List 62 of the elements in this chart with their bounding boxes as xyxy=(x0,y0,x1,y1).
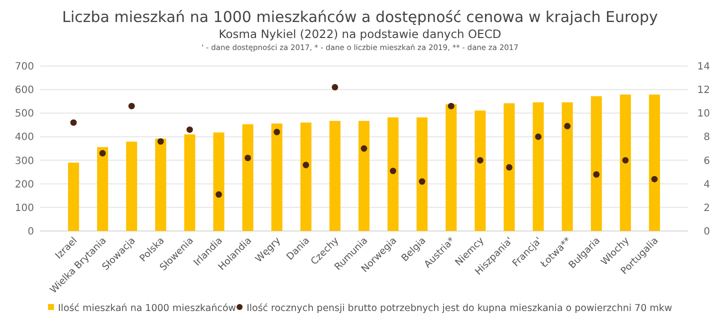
y-tick-label: 700 xyxy=(14,62,34,72)
y2-tick-label: 12 xyxy=(697,85,710,96)
point xyxy=(157,138,164,145)
point xyxy=(186,126,193,133)
point xyxy=(651,176,658,182)
bar xyxy=(388,117,399,231)
point xyxy=(593,171,600,178)
point xyxy=(332,84,338,90)
bar xyxy=(562,102,573,231)
bar xyxy=(126,142,138,231)
y2-tick-label: 14 xyxy=(697,62,710,72)
bar xyxy=(504,103,515,231)
y-tick-label: 300 xyxy=(14,156,34,167)
point xyxy=(70,119,77,126)
point xyxy=(535,134,542,140)
y-tick-label: 600 xyxy=(14,85,34,96)
bar xyxy=(213,132,224,231)
bar xyxy=(648,94,660,231)
bar xyxy=(242,124,254,231)
chart-subtitle: Kosma Nykiel (2022) na podstawie danych OECD xyxy=(218,27,502,41)
point xyxy=(216,191,222,198)
point xyxy=(506,164,512,171)
bar xyxy=(590,96,602,231)
point xyxy=(418,178,426,185)
point xyxy=(274,128,280,136)
y2-tick-label: 0 xyxy=(704,226,710,238)
point xyxy=(244,154,252,162)
point xyxy=(622,157,629,164)
bar xyxy=(97,147,108,231)
point xyxy=(448,102,454,110)
point xyxy=(128,102,135,110)
bar xyxy=(474,110,486,231)
bar xyxy=(416,117,428,231)
bar xyxy=(532,102,544,231)
bar xyxy=(446,104,457,231)
bar xyxy=(155,138,166,231)
bar xyxy=(300,122,312,231)
point xyxy=(564,122,571,130)
point xyxy=(302,162,310,168)
bar xyxy=(184,134,196,231)
y2-tick-label: 6 xyxy=(704,156,710,167)
chart-title: Liczba mieszkań na 1000 mieszkańców a dostępność cenowa w krajach Europy xyxy=(62,8,658,26)
point xyxy=(360,145,368,152)
point xyxy=(476,157,484,164)
y-tick-label: 100 xyxy=(14,202,34,214)
legend-label: Ilość mieszkań na 1000 mieszkańców xyxy=(58,303,236,314)
point xyxy=(99,150,106,156)
y2-tick-label: 10 xyxy=(697,108,710,120)
y2-tick-label: 4 xyxy=(704,179,710,190)
y-tick-label: 500 xyxy=(14,108,34,120)
y-tick-label: 400 xyxy=(14,132,34,144)
bar xyxy=(68,162,80,231)
y2-tick-label: 8 xyxy=(704,132,710,144)
y-tick-label: 0 xyxy=(28,226,34,238)
y-tick-label: 200 xyxy=(14,179,34,190)
legend-label: Ilość rocznych pensji brutto potrzebnych jest do kupna mieszkania o powierzchni 70 mkw xyxy=(246,303,672,314)
point xyxy=(390,168,396,174)
bar xyxy=(329,120,340,231)
bar xyxy=(358,120,370,231)
y2-tick-label: 2 xyxy=(704,202,710,214)
bar xyxy=(620,94,631,231)
bar xyxy=(271,124,282,231)
